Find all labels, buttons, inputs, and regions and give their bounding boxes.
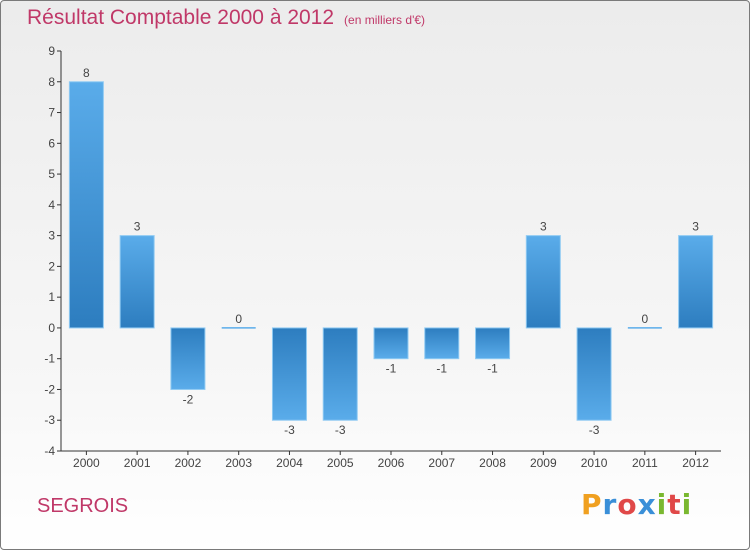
- bar-value-label: 0: [642, 312, 649, 326]
- x-tick-label: 2011: [632, 456, 658, 470]
- x-tick-label: 2002: [175, 456, 202, 470]
- bar-value-label: 3: [692, 220, 699, 234]
- x-tick-label: 2001: [124, 456, 151, 470]
- logo-letter: i: [681, 488, 693, 521]
- y-tick-label: 5: [48, 167, 55, 181]
- x-tick-label: 2009: [530, 456, 557, 470]
- x-tick-label: 2012: [682, 456, 709, 470]
- bar-value-label: -3: [335, 423, 346, 437]
- bar-value-label: 3: [134, 220, 141, 234]
- x-tick-label: 2005: [327, 456, 354, 470]
- logo-letter: P: [581, 488, 603, 521]
- y-tick-label: 6: [48, 136, 55, 150]
- logo-letter: o: [617, 488, 638, 521]
- bar-value-label: 8: [83, 66, 90, 80]
- x-tick-label: 2007: [428, 456, 455, 470]
- bar-value-label: -1: [436, 362, 447, 376]
- x-tick-label: 2000: [73, 456, 100, 470]
- y-tick-label: 9: [48, 44, 55, 58]
- logo-letter: i: [656, 488, 668, 521]
- x-tick-label: 2003: [225, 456, 252, 470]
- x-tick-label: 2006: [378, 456, 405, 470]
- y-tick-label: -3: [44, 413, 55, 427]
- y-tick-label: 2: [48, 259, 55, 273]
- bar: [271, 327, 307, 421]
- bar-value-label: -3: [284, 423, 295, 437]
- commune-name: SEGROIS: [37, 495, 129, 517]
- bar-value-label: -2: [183, 392, 194, 406]
- bar: [424, 327, 460, 360]
- bar: [170, 327, 206, 390]
- y-tick-label: 1: [48, 290, 55, 304]
- bar: [119, 235, 155, 329]
- y-tick-label: 4: [48, 198, 55, 212]
- bar: [525, 235, 561, 329]
- y-tick-label: 7: [48, 106, 55, 120]
- proxiti-logo[interactable]: Proxiti: [581, 488, 692, 521]
- logo-letter: r: [602, 488, 618, 521]
- y-tick-label: 8: [48, 75, 55, 89]
- bar: [475, 327, 511, 360]
- y-tick-label: -1: [44, 352, 55, 366]
- x-tick-label: 2004: [276, 456, 303, 470]
- logo-letter: t: [667, 488, 682, 521]
- x-tick-label: 2010: [581, 456, 608, 470]
- bar: [322, 327, 358, 421]
- bar: [68, 81, 104, 329]
- y-tick-label: -2: [44, 382, 55, 396]
- y-tick-label: 3: [48, 229, 55, 243]
- bar-value-label: -3: [589, 423, 600, 437]
- bar-value-label: 3: [540, 220, 547, 234]
- y-tick-label: -4: [44, 444, 55, 458]
- bar-value-label: 0: [235, 312, 242, 326]
- bar: [373, 327, 409, 360]
- logo-letter: x: [637, 488, 657, 521]
- bar: [576, 327, 612, 421]
- chart-title: Résultat Comptable 2000 à 2012: [27, 6, 335, 29]
- chart-subtitle: (en milliers d'€): [344, 13, 426, 27]
- bar-value-label: -1: [386, 362, 397, 376]
- bar-value-label: -1: [487, 362, 498, 376]
- title-block: Résultat Comptable 2000 à 2012 (en millie…: [27, 6, 425, 30]
- x-tick-label: 2008: [479, 456, 506, 470]
- bar: [678, 235, 714, 329]
- y-tick-label: 0: [48, 321, 55, 335]
